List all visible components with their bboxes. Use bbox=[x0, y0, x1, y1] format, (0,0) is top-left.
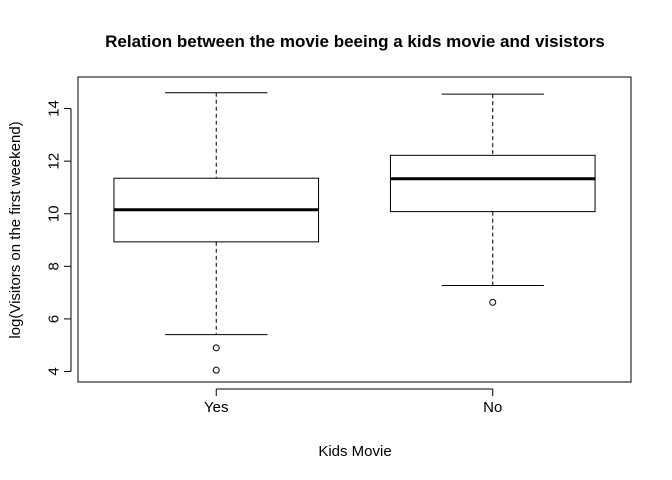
outlier-point bbox=[212, 366, 220, 374]
y-tick-label: 12 bbox=[46, 153, 63, 170]
y-tick-label: 4 bbox=[46, 367, 63, 375]
x-tick-label: No bbox=[483, 399, 502, 416]
outlier-point bbox=[212, 344, 220, 352]
x-axis-label: Kids Movie bbox=[318, 443, 391, 460]
x-axis: Yes No bbox=[204, 388, 502, 416]
y-tick-label: 10 bbox=[46, 205, 63, 222]
x-tick-label: Yes bbox=[204, 399, 228, 416]
boxes bbox=[113, 92, 596, 374]
y-tick-label: 8 bbox=[46, 262, 63, 270]
y-axis-label: log(Visitors on the first weekend) bbox=[7, 121, 24, 338]
y-axis: 4 6 8 10 12 14 bbox=[46, 100, 72, 376]
outlier-point bbox=[489, 298, 497, 306]
chart-title: Relation between the movie beeing a kids… bbox=[105, 32, 605, 51]
y-tick-label: 14 bbox=[46, 100, 63, 117]
box-iqr bbox=[389, 154, 596, 213]
plot-frame bbox=[77, 76, 632, 383]
y-tick-label: 6 bbox=[46, 315, 63, 323]
